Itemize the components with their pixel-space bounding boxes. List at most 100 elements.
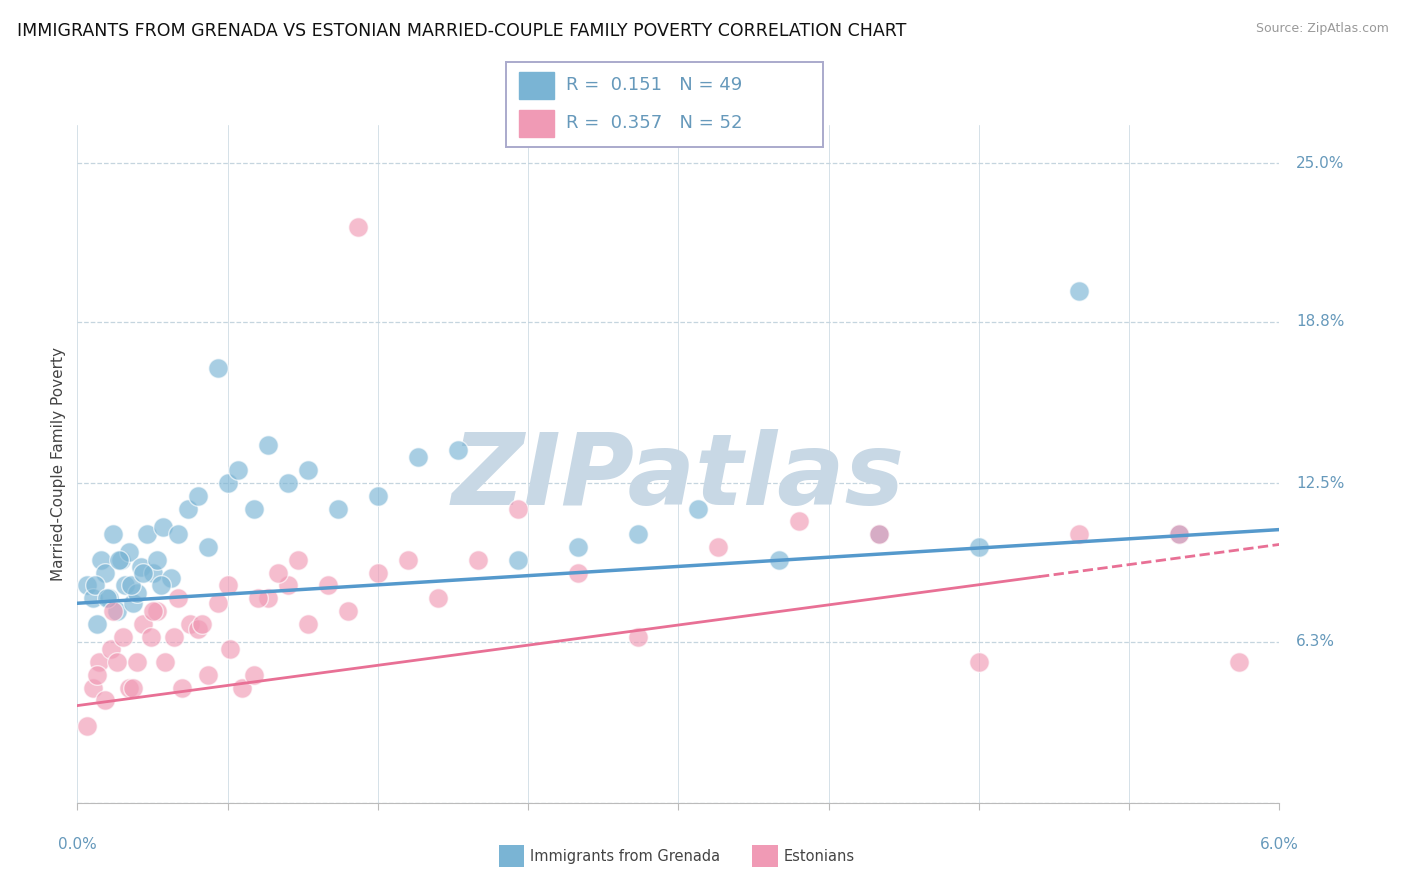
Point (170, 681, 193, 695)
Point (1069, 284, 1091, 298)
Point (567, 566, 589, 580)
Point (316, 578, 339, 592)
Point (1168, 527, 1191, 541)
Point (110, 553, 132, 567)
Point (967, 655, 990, 669)
Point (131, 560, 153, 574)
Point (868, 527, 890, 541)
Point (190, 616, 212, 631)
Y-axis label: Married-Couple Family Poverty: Married-Couple Family Poverty (51, 347, 66, 581)
Text: 12.5%: 12.5% (1296, 475, 1344, 491)
Point (326, 501, 349, 516)
Point (197, 540, 219, 554)
Point (688, 501, 710, 516)
Point (1069, 527, 1091, 541)
Point (150, 578, 173, 592)
Point (155, 655, 177, 669)
Point (132, 616, 155, 631)
Bar (519, 71, 554, 99)
Point (136, 527, 159, 541)
Point (146, 604, 169, 618)
Point (218, 642, 240, 657)
Point (76, 578, 98, 592)
Point (207, 596, 229, 610)
Point (162, 630, 184, 644)
Point (179, 616, 201, 631)
Point (297, 463, 319, 477)
Point (166, 527, 188, 541)
Point (146, 553, 169, 567)
Point (176, 501, 198, 516)
Text: 6.3%: 6.3% (1296, 634, 1336, 649)
Point (367, 489, 389, 503)
Point (627, 630, 650, 644)
Point (118, 681, 141, 695)
Point (246, 591, 269, 606)
Point (76, 719, 98, 733)
Point (346, 220, 368, 235)
Point (142, 604, 165, 618)
Point (868, 527, 890, 541)
Point (256, 591, 278, 606)
Text: 25.0%: 25.0% (1296, 156, 1344, 170)
Point (768, 553, 790, 567)
Point (1229, 655, 1251, 669)
Point (86, 668, 108, 682)
Point (627, 527, 650, 541)
Point (277, 578, 299, 592)
Point (231, 681, 253, 695)
Point (427, 591, 450, 606)
Point (122, 681, 145, 695)
Point (118, 545, 141, 559)
Point (297, 616, 319, 631)
Point (217, 476, 239, 491)
Point (226, 463, 249, 477)
Point (467, 553, 489, 567)
Point (94, 693, 117, 707)
Point (186, 622, 209, 636)
Point (160, 571, 183, 585)
Point (787, 515, 810, 529)
Point (1168, 527, 1191, 541)
Bar (519, 110, 554, 137)
Point (396, 553, 419, 567)
Point (508, 553, 530, 567)
Point (94, 566, 117, 580)
Text: ZIPatlas: ZIPatlas (451, 429, 905, 526)
Point (967, 540, 990, 554)
Point (103, 604, 125, 618)
Point (141, 630, 163, 644)
Point (98, 591, 121, 606)
Point (336, 604, 359, 618)
Point (367, 566, 389, 580)
Point (277, 476, 299, 491)
Point (197, 668, 219, 682)
Point (508, 501, 530, 516)
Point (89, 655, 111, 669)
Point (100, 642, 122, 657)
Point (120, 578, 142, 592)
Point (242, 501, 264, 516)
Point (114, 578, 136, 592)
Text: 6.0%: 6.0% (1260, 837, 1299, 852)
Text: Estonians: Estonians (783, 849, 855, 863)
Point (96, 591, 118, 606)
Point (217, 578, 239, 592)
Point (567, 540, 589, 554)
Point (108, 553, 131, 567)
Point (287, 553, 309, 567)
Text: Source: ZipAtlas.com: Source: ZipAtlas.com (1256, 22, 1389, 36)
Text: 0.0%: 0.0% (58, 837, 97, 852)
Text: Immigrants from Grenada: Immigrants from Grenada (530, 849, 720, 863)
Point (112, 630, 135, 644)
Point (707, 540, 730, 554)
Point (86, 616, 108, 631)
Point (107, 655, 129, 669)
Point (103, 527, 125, 541)
Point (256, 437, 278, 451)
Point (207, 360, 229, 375)
Point (84, 578, 107, 592)
Point (127, 586, 149, 600)
Text: R =  0.151   N = 49: R = 0.151 N = 49 (567, 77, 742, 95)
Text: IMMIGRANTS FROM GRENADA VS ESTONIAN MARRIED-COUPLE FAMILY POVERTY CORRELATION CH: IMMIGRANTS FROM GRENADA VS ESTONIAN MARR… (17, 22, 907, 40)
